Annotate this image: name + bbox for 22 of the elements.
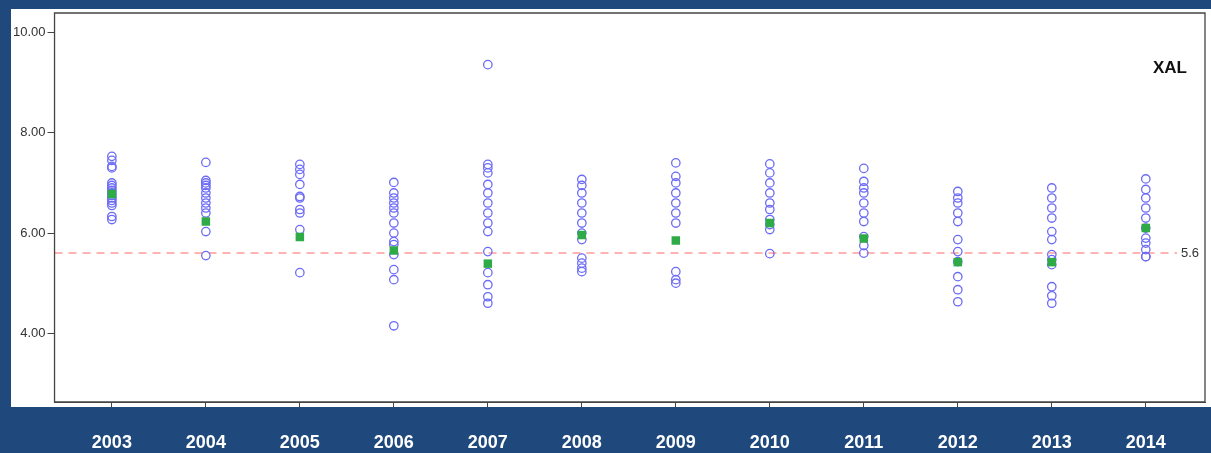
point bbox=[201, 217, 211, 226]
x-tick-label: 2003 bbox=[91, 431, 132, 452]
x-tick-label: 2014 bbox=[1125, 431, 1166, 452]
x-tick-label: 2012 bbox=[937, 431, 978, 452]
x-tick-label: 2009 bbox=[655, 431, 696, 452]
ref-line-label: 5.6 bbox=[1181, 244, 1200, 260]
y-tick-label: 6.00 bbox=[20, 224, 46, 240]
point bbox=[483, 259, 493, 268]
x-tick-label: 2004 bbox=[185, 431, 226, 452]
x-tick-label: 2008 bbox=[561, 431, 602, 452]
y-tick-label: 10.00 bbox=[12, 24, 46, 40]
y-tick-label: 8.00 bbox=[20, 124, 46, 140]
x-tick-label: 2005 bbox=[279, 431, 320, 452]
x-tick-label: 2007 bbox=[467, 431, 508, 452]
x-tick-label: 2006 bbox=[373, 431, 414, 452]
y-tick-label: 4.00 bbox=[20, 324, 46, 340]
annotation: XAL bbox=[1153, 57, 1187, 77]
point bbox=[671, 236, 681, 245]
x-tick-label: 2013 bbox=[1031, 431, 1072, 452]
x-tick-label: 2010 bbox=[749, 431, 790, 452]
point bbox=[389, 246, 399, 255]
x-tick-label: 2011 bbox=[844, 431, 884, 452]
